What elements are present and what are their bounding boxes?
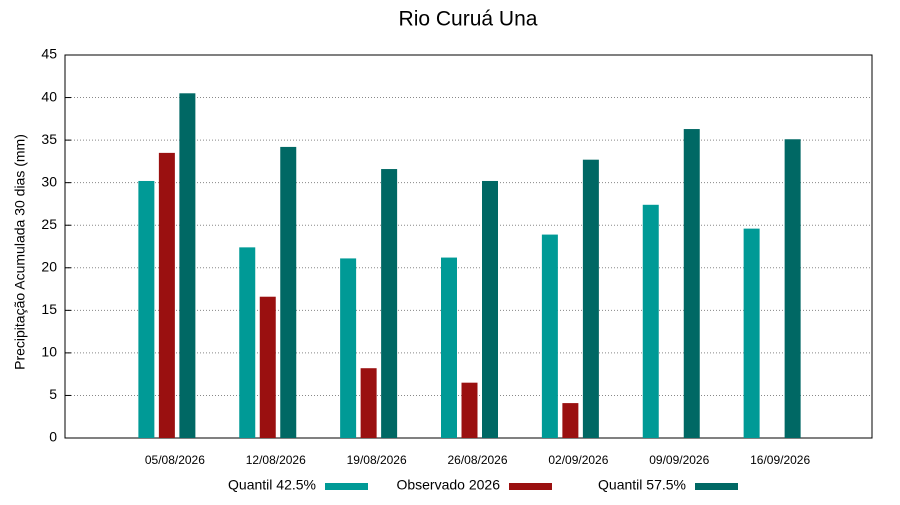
y-tick-label: 30 xyxy=(41,173,57,189)
legend-label: Quantil 57.5% xyxy=(598,477,686,493)
x-tick-label: 12/08/2026 xyxy=(246,453,306,467)
legend-label: Observado 2026 xyxy=(396,477,500,493)
bar xyxy=(158,152,175,438)
legend-label: Quantil 42.5% xyxy=(228,477,316,493)
y-tick-label: 35 xyxy=(41,131,57,147)
bar xyxy=(259,296,276,438)
y-tick-label: 45 xyxy=(41,46,57,62)
bar xyxy=(179,93,196,439)
bar xyxy=(541,234,558,438)
legend-swatch xyxy=(509,483,552,490)
bar xyxy=(582,159,599,439)
x-tick-label: 26/08/2026 xyxy=(447,453,507,467)
x-tick-label: 19/08/2026 xyxy=(347,453,407,467)
bar xyxy=(683,129,700,438)
bar xyxy=(239,247,256,438)
y-axis-label: Precipitação Acumulada 30 dias (mm) xyxy=(12,134,28,370)
bar xyxy=(441,257,457,438)
bar xyxy=(642,204,659,438)
bar xyxy=(784,139,801,438)
legend-swatch xyxy=(695,483,738,490)
y-tick-label: 0 xyxy=(49,429,57,445)
chart-title: Rio Curuá Una xyxy=(399,8,538,31)
x-tick-label: 09/09/2026 xyxy=(649,453,709,467)
bar xyxy=(280,146,297,439)
bar xyxy=(381,169,398,438)
y-tick-label: 20 xyxy=(41,258,57,274)
bar xyxy=(562,403,579,438)
bar xyxy=(360,368,377,438)
y-tick-label: 15 xyxy=(41,301,57,317)
x-tick-label: 16/09/2026 xyxy=(750,453,810,467)
bar xyxy=(461,382,478,438)
y-tick-label: 25 xyxy=(41,216,57,232)
x-tick-label: 02/09/2026 xyxy=(548,453,608,467)
y-tick-label: 10 xyxy=(41,344,57,360)
y-tick-label: 5 xyxy=(49,386,57,402)
y-tick-label: 40 xyxy=(41,88,57,104)
x-tick-label: 05/08/2026 xyxy=(145,453,205,467)
bar xyxy=(482,180,498,438)
legend-swatch xyxy=(325,483,368,490)
bar xyxy=(138,180,155,438)
bar xyxy=(340,258,357,438)
bar xyxy=(743,228,760,438)
